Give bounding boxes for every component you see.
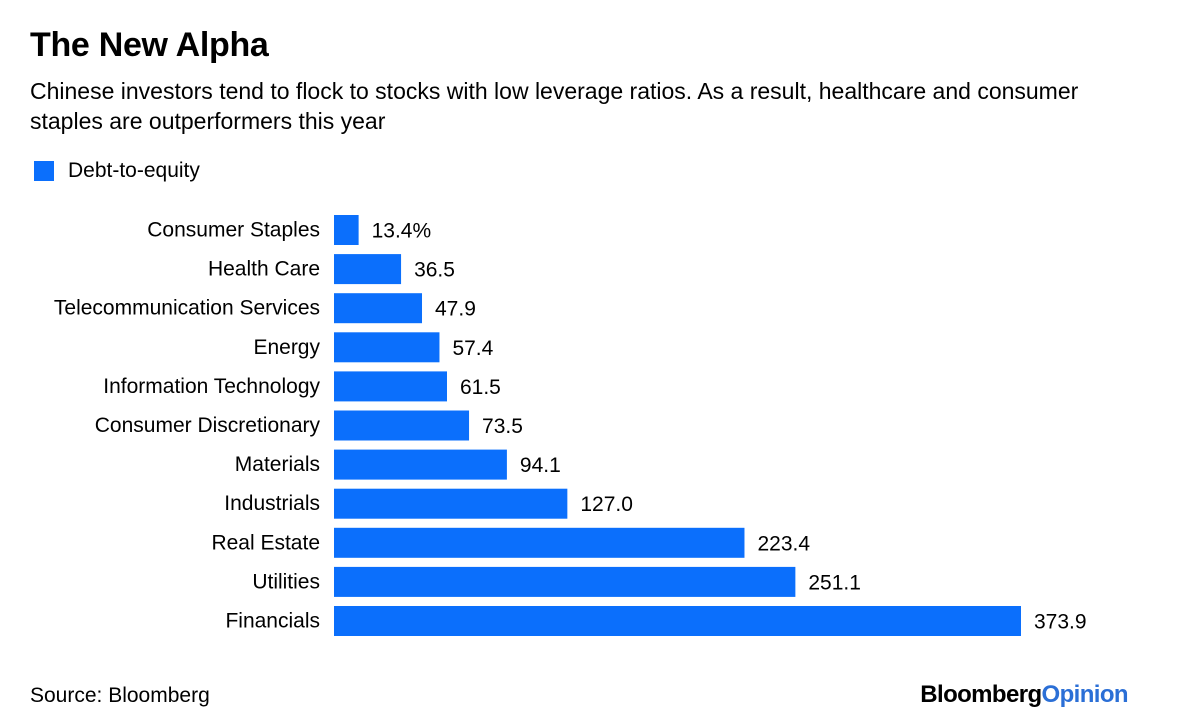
category-label: Energy (253, 336, 320, 359)
bar (334, 410, 470, 441)
value-label: 73.5 (482, 415, 523, 438)
bar (334, 527, 745, 558)
value-label: 373.9 (1034, 611, 1087, 634)
category-label: Industrials (224, 492, 320, 515)
bar (334, 449, 507, 480)
source-note: Source: Bloomberg (30, 684, 210, 707)
category-label: Materials (235, 453, 320, 476)
chart-subtitle: Chinese investors tend to flock to stock… (30, 78, 1079, 134)
category-label: Consumer Staples (147, 219, 320, 242)
value-label: 57.4 (452, 337, 493, 360)
category-label: Financials (225, 610, 320, 633)
category-label: Utilities (252, 570, 320, 593)
bar (334, 293, 423, 324)
value-label: 223.4 (757, 532, 810, 555)
bar (334, 566, 796, 597)
value-label: 251.1 (808, 571, 861, 594)
brand-logo-part1: Bloomberg (920, 681, 1042, 708)
legend: Debt-to-equity (34, 158, 200, 184)
category-label: Real Estate (211, 531, 320, 554)
bar (334, 254, 402, 285)
category-label: Health Care (208, 258, 320, 281)
bar (334, 371, 447, 402)
value-label: 36.5 (414, 259, 455, 282)
brand-logo: BloombergOpinion (920, 681, 1128, 709)
value-label: 47.9 (435, 298, 476, 321)
value-label: 61.5 (460, 376, 501, 399)
value-label: 13.4% (372, 220, 432, 243)
bar (334, 488, 568, 519)
bar (334, 606, 1021, 636)
chart-title: The New Alpha (30, 26, 269, 64)
bar (334, 215, 359, 245)
legend-swatch (34, 161, 54, 181)
category-label: Information Technology (103, 375, 320, 398)
brand-logo-part2: Opinion (1041, 681, 1129, 708)
category-label: Telecommunication Services (54, 297, 320, 320)
value-label: 127.0 (580, 493, 633, 516)
bar (334, 332, 440, 363)
value-label: 94.1 (520, 454, 561, 477)
category-label: Consumer Discretionary (95, 414, 321, 437)
bar-chart: Consumer Staples 13.4% Health Care 36.5 Tele… (54, 215, 1087, 636)
legend-label: Debt-to-equity (68, 159, 200, 182)
